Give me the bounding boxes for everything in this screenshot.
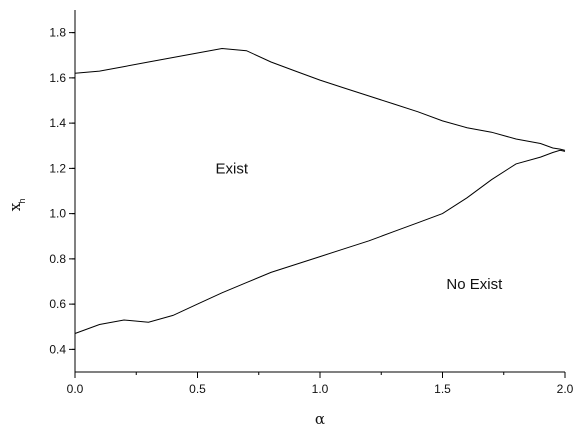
y-tick-label: 0.8 — [49, 252, 66, 266]
series — [74, 47, 566, 334]
x-tick-label: 2.0 — [557, 382, 574, 396]
x-tick-label: 1.5 — [434, 382, 451, 396]
y-tick-label: 0.6 — [49, 297, 66, 311]
y-axis-label-subscript: h — [17, 198, 27, 203]
no-exist-label: No Exist — [446, 276, 503, 293]
y-axis-label-main: x — [6, 202, 24, 211]
y-axis-label: x — [6, 202, 24, 211]
lower-boundary-line — [74, 149, 566, 334]
annotations: Exist No Exist — [216, 160, 504, 292]
upper-boundary-line — [74, 47, 566, 151]
exist-label: Exist — [216, 160, 249, 177]
y-tick-label: 1.8 — [49, 26, 66, 40]
x-tick-label: 0.0 — [67, 382, 84, 396]
y-tick-label: 1.0 — [49, 207, 66, 221]
ticks: 0.0 0.5 1.0 1.5 2.0 0.4 0.6 0.8 1.0 1.2 1.4 1.6 1.8 — [49, 26, 573, 396]
axes — [74, 10, 565, 373]
y-tick-label: 1.2 — [49, 161, 66, 175]
y-tick-label: 0.4 — [49, 342, 66, 356]
y-axis-label-subscript-wrap: h — [17, 198, 27, 203]
x-tick-label: 0.5 — [189, 382, 206, 396]
x-tick-label: 1.0 — [312, 382, 329, 396]
x-axis-label: α — [315, 410, 325, 428]
y-tick-label: 1.6 — [49, 71, 66, 85]
y-tick-label: 1.4 — [49, 116, 66, 130]
